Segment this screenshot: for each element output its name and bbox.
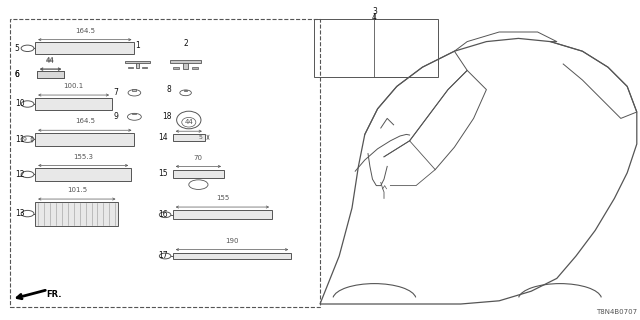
Text: 10: 10 [15, 100, 24, 108]
Text: 14: 14 [158, 133, 168, 142]
Bar [10, 19, 320, 307]
Bar [37, 71, 64, 78]
Bar [35, 42, 134, 54]
Bar [173, 253, 291, 259]
Text: 70: 70 [194, 155, 203, 161]
Text: 15: 15 [158, 169, 168, 178]
Bar [173, 170, 224, 178]
Text: 18: 18 [162, 112, 172, 121]
Text: 190: 190 [225, 238, 239, 244]
Bar [35, 202, 118, 226]
Text: 6: 6 [15, 70, 20, 79]
Bar [173, 68, 179, 69]
Text: 5: 5 [15, 44, 20, 53]
Text: 44: 44 [184, 119, 193, 125]
Bar [173, 210, 272, 219]
Text: 164.5: 164.5 [75, 118, 95, 124]
Text: 7: 7 [113, 88, 118, 97]
Bar [170, 60, 201, 63]
Text: 11: 11 [15, 135, 24, 144]
Text: 44: 44 [46, 58, 55, 64]
Text: 12: 12 [15, 170, 24, 179]
Text: 3: 3 [372, 7, 377, 16]
Bar [184, 90, 188, 91]
Text: 100.1: 100.1 [63, 83, 84, 89]
Bar [132, 89, 136, 91]
Text: 164.5: 164.5 [75, 28, 95, 34]
Text: 5: 5 [199, 135, 203, 140]
Bar [132, 113, 136, 114]
Text: FR.: FR. [46, 290, 61, 299]
Bar [128, 67, 132, 68]
Text: 17: 17 [158, 252, 168, 260]
Bar [35, 98, 112, 110]
Bar [125, 61, 150, 63]
Text: 6: 6 [15, 70, 20, 79]
Bar [184, 63, 188, 68]
Text: 1: 1 [135, 41, 140, 50]
Bar [37, 71, 64, 78]
Text: 9: 9 [113, 112, 118, 121]
Bar [173, 134, 205, 141]
Text: 13: 13 [15, 209, 24, 218]
Text: 16: 16 [158, 210, 168, 219]
Text: 8: 8 [167, 85, 172, 94]
Bar [35, 133, 134, 146]
Bar [192, 68, 198, 69]
Text: 44: 44 [46, 57, 55, 63]
Text: 101.5: 101.5 [67, 187, 87, 193]
Text: 2: 2 [183, 39, 188, 48]
Text: 155: 155 [216, 195, 229, 201]
Text: 4: 4 [372, 13, 377, 22]
Text: 155.3: 155.3 [73, 154, 93, 160]
Bar [35, 168, 131, 181]
Bar [143, 67, 147, 68]
Bar [314, 19, 438, 77]
Text: 9: 9 [23, 137, 27, 142]
Bar [136, 63, 140, 68]
Text: T8N4B0707: T8N4B0707 [596, 309, 637, 315]
